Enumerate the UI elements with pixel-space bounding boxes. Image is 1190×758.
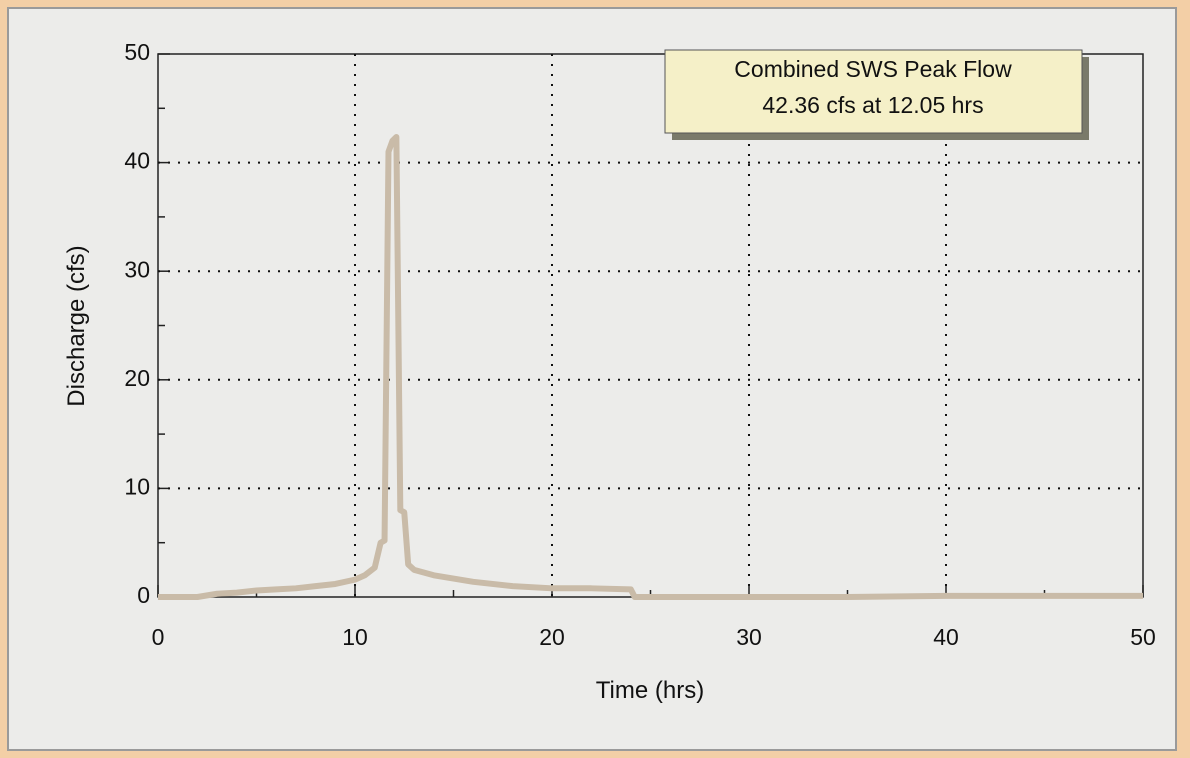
x-axis-title: Time (hrs) <box>596 677 704 704</box>
plot-frame <box>157 53 1144 598</box>
y-tick-label: 50 <box>124 39 150 65</box>
y-axis-title: Discharge (cfs) <box>63 245 90 406</box>
y-tick-label: 30 <box>124 256 150 282</box>
x-tick-label: 30 <box>736 624 762 650</box>
y-tick-label: 40 <box>124 148 150 174</box>
y-tick-label: 0 <box>137 582 150 608</box>
x-tick-label: 20 <box>539 624 565 650</box>
x-tick-label: 0 <box>152 624 165 650</box>
hydrograph-line <box>158 133 1143 600</box>
annotation-line: Combined SWS Peak Flow <box>734 56 1012 82</box>
x-tick-label: 10 <box>342 624 368 650</box>
x-tick-label: 50 <box>1130 624 1156 650</box>
x-tick-label: 40 <box>933 624 959 650</box>
y-tick-label: 10 <box>124 473 150 499</box>
annotation-box <box>664 49 1083 134</box>
plot-area: 0 10 20 30 40 50 0 10 20 30 40 50 <box>124 39 1155 650</box>
y-tick-label: 20 <box>124 365 150 391</box>
annotation-line: 42.36 cfs at 12.05 hrs <box>762 92 983 118</box>
